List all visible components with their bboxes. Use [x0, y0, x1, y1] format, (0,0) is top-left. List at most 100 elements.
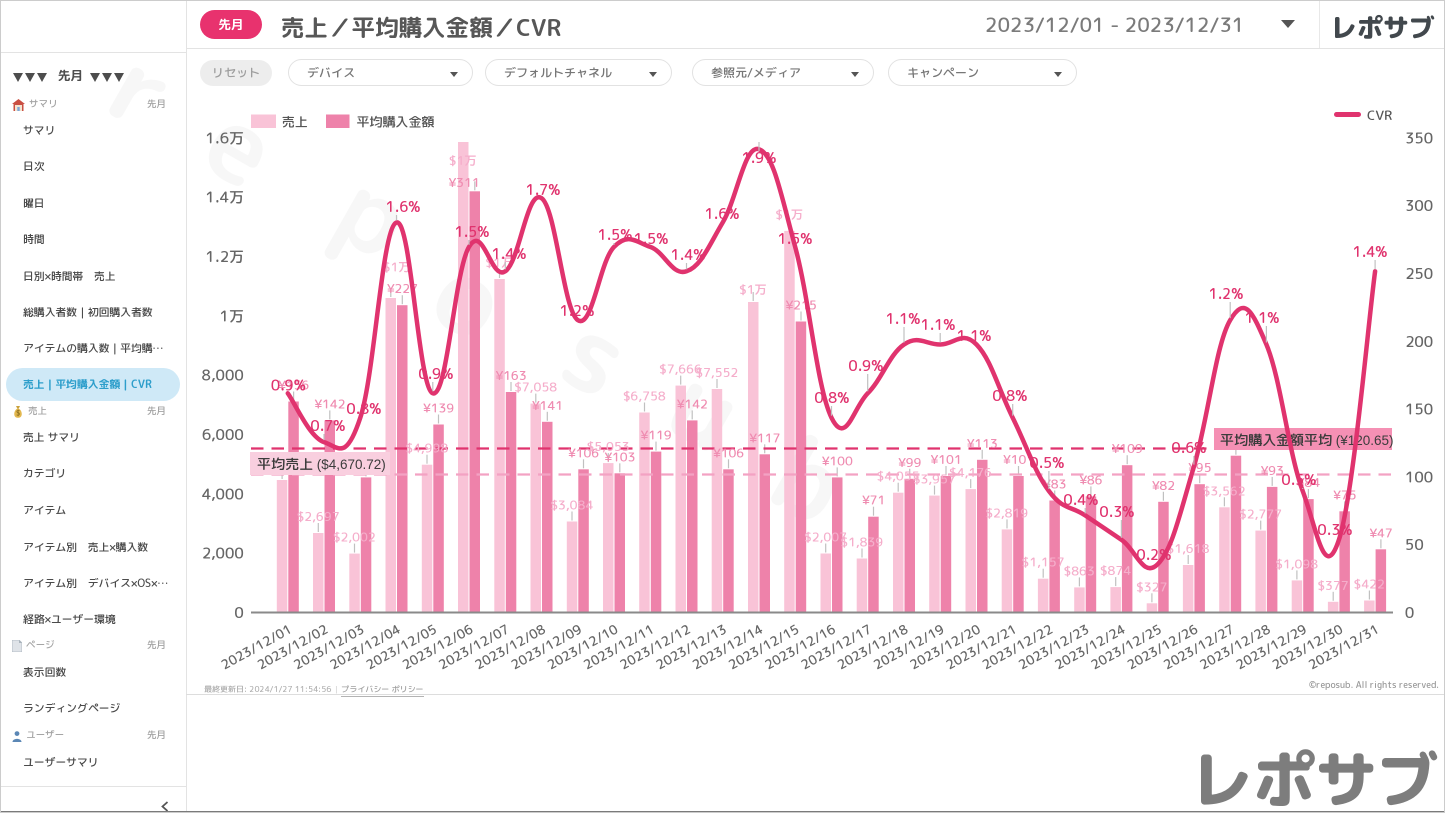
- svg-text:¥142: ¥142: [676, 395, 708, 412]
- svg-text:1.4%: 1.4%: [1352, 241, 1387, 262]
- svg-text:50: 50: [1405, 534, 1424, 555]
- svg-text:$422: $422: [1354, 576, 1385, 593]
- svg-text:350: 350: [1405, 127, 1433, 148]
- svg-text:0.8%: 0.8%: [346, 398, 381, 419]
- svg-text:¥71: ¥71: [862, 492, 886, 509]
- svg-text:200: 200: [1405, 331, 1433, 352]
- svg-text:$1,098: $1,098: [1276, 555, 1319, 572]
- svg-text:$1万: $1万: [776, 206, 804, 223]
- svg-text:$2,002: $2,002: [333, 529, 376, 546]
- svg-text:$1万: $1万: [449, 152, 477, 169]
- svg-text:売上: 売上: [282, 114, 308, 132]
- svg-text:$2,777: $2,777: [1239, 506, 1282, 523]
- svg-text:¥82: ¥82: [1152, 477, 1176, 494]
- svg-text:0.6%: 0.6%: [1171, 437, 1206, 458]
- svg-text:¥142: ¥142: [314, 395, 346, 412]
- svg-text:¥106: ¥106: [713, 444, 745, 461]
- svg-text:¥163: ¥163: [495, 367, 527, 384]
- svg-text:1.5%: 1.5%: [777, 228, 812, 249]
- svg-text:¥109: ¥109: [1111, 440, 1143, 457]
- svg-text:$5,053: $5,053: [587, 438, 630, 455]
- svg-text:$863: $863: [1064, 562, 1095, 579]
- svg-text:0.4%: 0.4%: [1063, 489, 1098, 510]
- svg-text:1.6万: 1.6万: [205, 127, 244, 148]
- svg-text:¥139: ¥139: [423, 400, 455, 417]
- svg-text:1.2%: 1.2%: [1208, 283, 1243, 304]
- svg-text:150: 150: [1405, 399, 1433, 420]
- svg-text:$2,697: $2,697: [297, 508, 340, 525]
- svg-text:¥101: ¥101: [930, 451, 961, 468]
- svg-text:0.2%: 0.2%: [1136, 544, 1171, 565]
- svg-text:¥75: ¥75: [1333, 486, 1357, 503]
- svg-text:¥100: ¥100: [821, 452, 853, 469]
- svg-text:1.5%: 1.5%: [597, 224, 632, 245]
- svg-text:$1万: $1万: [383, 259, 411, 276]
- svg-text:0.9%: 0.9%: [848, 355, 883, 376]
- svg-text:1.4%: 1.4%: [670, 244, 705, 265]
- svg-text:$6,758: $6,758: [623, 388, 666, 405]
- svg-text:$3,084: $3,084: [551, 497, 594, 514]
- svg-text:$4,055: $4,055: [877, 468, 920, 485]
- svg-text:$1,157: $1,157: [1022, 554, 1065, 571]
- svg-text:$377: $377: [1318, 577, 1349, 594]
- svg-text:1万: 1万: [220, 305, 244, 326]
- svg-text:$2,007: $2,007: [804, 529, 847, 546]
- svg-text:0.3%: 0.3%: [1317, 519, 1352, 540]
- svg-text:100: 100: [1405, 466, 1433, 487]
- svg-text:8,000: 8,000: [202, 365, 244, 386]
- svg-text:CVR: CVR: [1367, 106, 1392, 125]
- svg-text:$7,552: $7,552: [696, 364, 739, 381]
- svg-text:¥141: ¥141: [532, 397, 563, 414]
- svg-text:1.6%: 1.6%: [704, 203, 739, 224]
- svg-text:1.4%: 1.4%: [491, 243, 526, 264]
- svg-text:¥106: ¥106: [568, 444, 600, 461]
- svg-text:¥86: ¥86: [1079, 471, 1103, 488]
- svg-text:平均購入金額: 平均購入金額: [357, 114, 435, 132]
- svg-text:$: $: [15, 408, 20, 418]
- svg-text:2,000: 2,000: [202, 543, 244, 564]
- svg-text:¥113: ¥113: [966, 435, 998, 452]
- svg-text:¥156: ¥156: [278, 377, 310, 394]
- svg-text:1.2%: 1.2%: [559, 300, 594, 321]
- svg-text:$7,058: $7,058: [515, 379, 558, 396]
- svg-text:$3,562: $3,562: [1203, 482, 1246, 499]
- svg-text:0.5%: 0.5%: [1029, 452, 1064, 473]
- svg-text:¥119: ¥119: [640, 427, 672, 444]
- svg-text:$1,839: $1,839: [841, 534, 884, 551]
- svg-text:$4,176: $4,176: [949, 464, 992, 481]
- svg-text:1.1%: 1.1%: [956, 325, 991, 346]
- svg-text:0: 0: [235, 602, 244, 623]
- svg-text:¥117: ¥117: [749, 429, 780, 446]
- svg-text:1.4万: 1.4万: [205, 187, 244, 208]
- svg-text:$3,957: $3,957: [913, 471, 956, 488]
- svg-text:1.1%: 1.1%: [885, 308, 920, 329]
- svg-text:0: 0: [1405, 602, 1414, 623]
- svg-text:250: 250: [1405, 263, 1433, 284]
- svg-text:¥103: ¥103: [604, 448, 636, 465]
- svg-text:1.5%: 1.5%: [633, 228, 668, 249]
- svg-text:平均売上 ($4,670.72): 平均売上 ($4,670.72): [257, 455, 386, 474]
- svg-text:¥101: ¥101: [1003, 451, 1034, 468]
- svg-text:0.9%: 0.9%: [418, 363, 453, 384]
- svg-text:¥47: ¥47: [1369, 524, 1393, 541]
- svg-text:$7,666: $7,666: [659, 361, 702, 378]
- svg-text:0.8%: 0.8%: [992, 385, 1027, 406]
- svg-text:¥99: ¥99: [898, 454, 922, 471]
- svg-text:0.7%: 0.7%: [310, 415, 345, 436]
- svg-text:1.1%: 1.1%: [920, 314, 955, 335]
- svg-text:0.5%: 0.5%: [1281, 469, 1316, 490]
- svg-text:6,000: 6,000: [202, 424, 244, 445]
- svg-text:0.8%: 0.8%: [814, 387, 849, 408]
- svg-text:1.1%: 1.1%: [1244, 307, 1279, 328]
- svg-text:¥215: ¥215: [785, 297, 817, 314]
- svg-text:r: r: [84, 11, 201, 164]
- svg-text:$327: $327: [1136, 578, 1167, 595]
- svg-text:$874: $874: [1100, 562, 1131, 579]
- svg-text:平均購入金額平均 (¥120.65): 平均購入金額平均 (¥120.65): [1220, 431, 1394, 450]
- svg-text:0.9%: 0.9%: [271, 375, 306, 396]
- svg-text:0.3%: 0.3%: [1099, 501, 1134, 522]
- svg-text:$2,819: $2,819: [986, 504, 1029, 521]
- svg-text:$4,998: $4,998: [406, 440, 449, 457]
- svg-text:1.5%: 1.5%: [454, 221, 489, 242]
- svg-text:$1万: $1万: [739, 281, 767, 298]
